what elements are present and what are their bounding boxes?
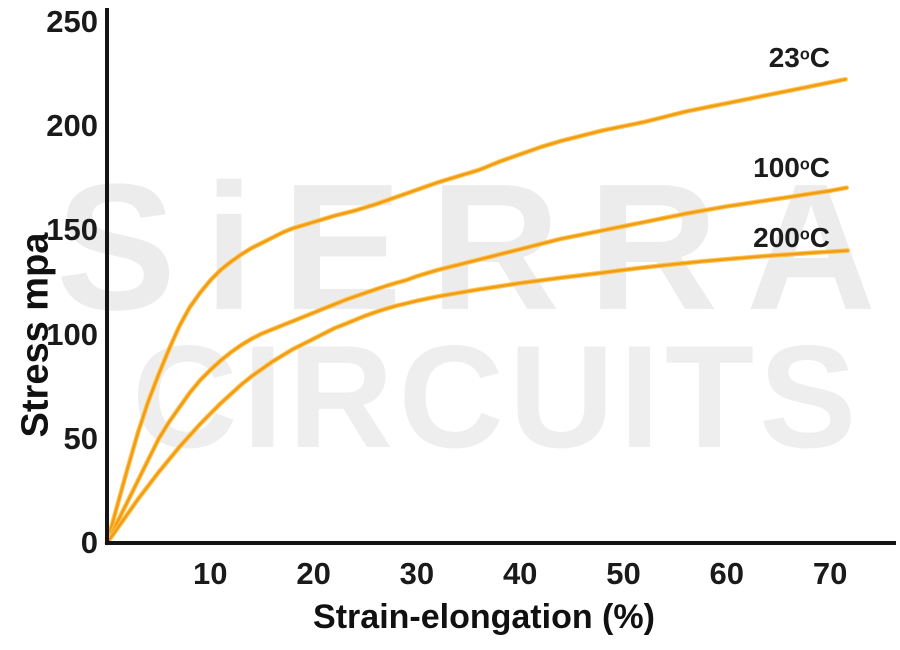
y-tick-label: 150 — [46, 212, 98, 248]
y-tick-label: 250 — [46, 4, 98, 39]
y-tick-label: 50 — [63, 420, 98, 456]
y-tick-label: 100 — [46, 316, 98, 352]
stress-strain-curves — [104, 77, 850, 546]
x-tick-label: 30 — [399, 556, 435, 591]
curve-100c — [104, 185, 849, 546]
curve-label-100c: 100oC — [753, 152, 830, 183]
degree-superscript: o — [799, 225, 810, 244]
curve-label-200c: 200oC — [753, 222, 830, 253]
x-axis-title: Strain-elongation (%) — [313, 598, 655, 636]
x-tick-label: 50 — [606, 556, 641, 591]
watermark-circuits: CIRCUITS — [132, 315, 862, 478]
y-tick-label: 0 — [80, 525, 98, 560]
curve-200c — [104, 248, 850, 546]
x-tick-label: 40 — [502, 556, 538, 591]
curve-23c — [105, 78, 847, 545]
watermark-sierra: SiERRA — [56, 147, 900, 348]
curve-23c — [104, 77, 848, 546]
y-tick-label: 200 — [46, 108, 98, 144]
x-tick-label: 20 — [296, 556, 331, 591]
degree-superscript: o — [799, 45, 810, 64]
curve-200c — [105, 249, 849, 545]
x-tick-label: 70 — [812, 556, 848, 591]
x-tick-label: 60 — [709, 556, 745, 591]
curve-label-23c: 23oC — [768, 42, 830, 73]
curve-100c — [105, 186, 848, 545]
x-tick-label: 10 — [193, 556, 228, 591]
degree-superscript: o — [799, 155, 810, 174]
